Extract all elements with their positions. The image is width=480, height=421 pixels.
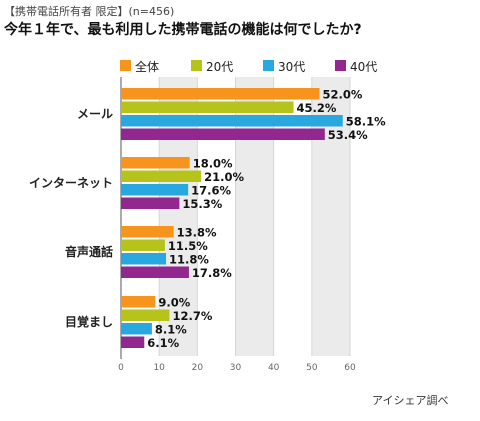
bar [121, 296, 156, 308]
data-label: 15.3% [182, 197, 222, 211]
legend-label: 全体 [135, 60, 160, 74]
bar [121, 266, 189, 278]
data-label: 12.7% [172, 309, 212, 323]
data-label: 53.4% [328, 128, 368, 142]
chart-subtitle: 【携帯電話所有者 限定】(n=456) [4, 5, 175, 18]
bar [121, 101, 294, 113]
legend-label: 40代 [350, 60, 378, 74]
data-label: 52.0% [322, 88, 362, 102]
legend-label: 30代 [278, 60, 306, 74]
data-label: 18.0% [193, 157, 233, 171]
x-tick-label: 0 [118, 363, 124, 373]
bar [121, 226, 174, 238]
bar [121, 239, 165, 251]
chart-title: 今年１年で、最も利用した携帯電話の機能は何でしたか? [4, 22, 362, 38]
category-label: インターネット [29, 176, 113, 190]
data-label: 58.1% [346, 115, 386, 129]
data-label: 17.6% [191, 184, 231, 198]
bar [121, 157, 190, 169]
legend-swatch [263, 60, 274, 71]
bar [121, 336, 145, 348]
bar [121, 253, 167, 265]
legend-swatch [120, 60, 131, 71]
data-label: 17.8% [192, 266, 232, 280]
x-tick-label: 20 [192, 363, 204, 373]
bar [121, 323, 152, 335]
data-label: 8.1% [155, 323, 187, 337]
bar [121, 170, 202, 182]
bar [121, 88, 320, 100]
x-tick-label: 10 [153, 363, 165, 373]
bar [121, 197, 180, 209]
legend-swatch [191, 60, 202, 71]
bar [121, 115, 343, 127]
x-tick-label: 30 [230, 363, 242, 373]
data-label: 13.8% [177, 226, 217, 240]
x-tick-label: 50 [306, 363, 318, 373]
data-label: 6.1% [147, 336, 179, 350]
bar [121, 184, 189, 196]
x-tick-label: 40 [268, 363, 280, 373]
data-label: 45.2% [297, 101, 337, 115]
data-label: 21.0% [204, 170, 244, 184]
legend-label: 20代 [206, 60, 234, 74]
data-label: 11.8% [169, 253, 209, 267]
bar [121, 309, 170, 321]
category-label: 音声通話 [65, 244, 113, 259]
source-note: アイシェア調べ [372, 394, 449, 407]
data-label: 11.5% [168, 239, 208, 253]
bar [121, 128, 325, 140]
data-label: 9.0% [158, 296, 190, 310]
category-label: 目覚まし [65, 314, 113, 329]
legend-swatch [335, 60, 346, 71]
category-label: メール [77, 107, 113, 121]
x-tick-label: 60 [344, 363, 356, 373]
